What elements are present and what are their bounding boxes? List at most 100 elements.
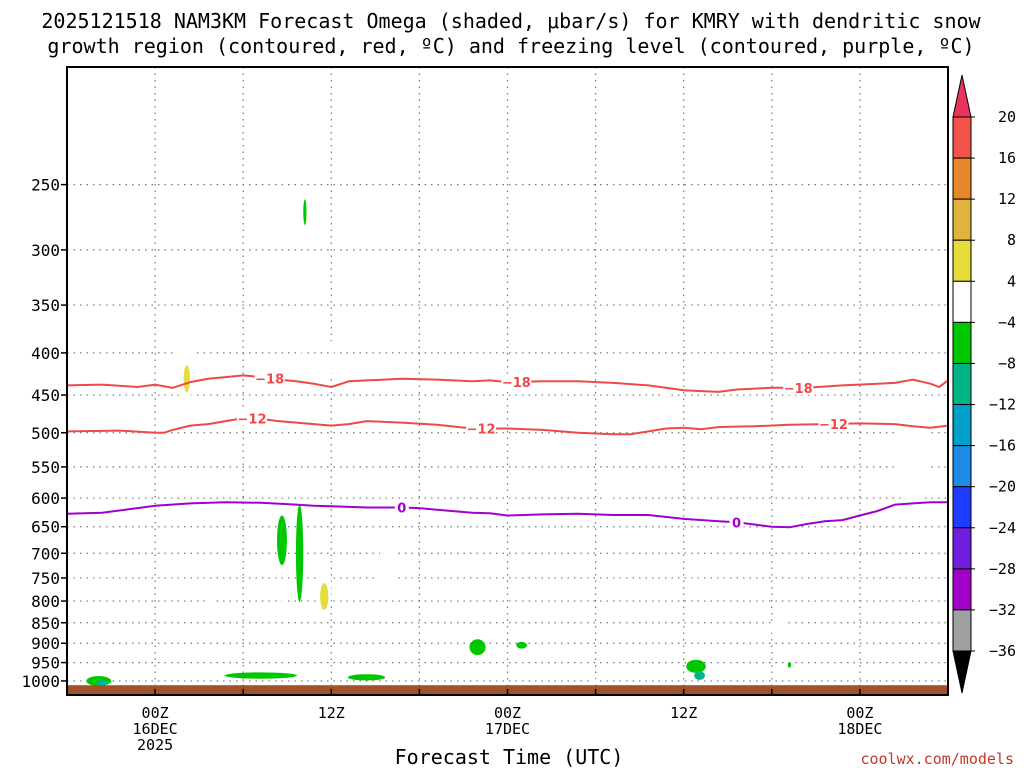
colorbar-segment [952, 609, 972, 652]
omega-cell [182, 227, 188, 249]
colorbar-segment [952, 116, 972, 159]
colorbar-segment [952, 445, 972, 488]
contour-label-bg [254, 370, 285, 386]
omega-cell [694, 671, 705, 680]
omega-cell [347, 674, 386, 681]
omega-cell [208, 596, 215, 615]
omega-cell [787, 661, 792, 668]
colorbar-label: 16 [998, 149, 1016, 167]
y-tick-label: 650 [31, 518, 60, 537]
omega-cell [686, 659, 706, 673]
omega-cell [295, 504, 304, 602]
y-tick-label: 500 [31, 424, 60, 443]
omega-cell [770, 615, 787, 639]
contour-label-bg [394, 499, 409, 515]
y-tick-label: 450 [31, 386, 60, 405]
chart-title-line1: 2025121518 NAM3KM Forecast Omega (shaded… [41, 9, 981, 33]
colorbar-label: −20 [989, 478, 1016, 496]
colorbar-label: −8 [998, 354, 1016, 372]
omega-cell [320, 583, 329, 611]
contour-label-0: 0 [397, 501, 406, 516]
y-tick-label: 800 [31, 592, 60, 611]
contour-label-bg [237, 410, 268, 426]
y-tick-label: 950 [31, 654, 60, 673]
y-tick-label: 250 [31, 176, 60, 195]
x-tick-label: 00Z [142, 704, 169, 722]
colorbar-segment [952, 321, 972, 364]
colorbar-segment [952, 157, 972, 200]
colorbar-segment [952, 280, 972, 323]
x-tick-label: 2025 [137, 736, 173, 754]
colorbar-label: −32 [989, 601, 1016, 619]
colorbar-label: −12 [989, 396, 1016, 414]
omega-shading [86, 199, 932, 686]
omega-cell [802, 432, 819, 488]
colorbar-label: −36 [989, 642, 1016, 660]
x-tick-label: 17DEC [485, 720, 530, 738]
contour-label-bg [501, 373, 532, 389]
colorbar-label: −28 [989, 560, 1016, 578]
colorbar-legend: 20 16 12 8 4 −4 −8 −12 −16 −20 −24 −28 −32 −36 [952, 74, 1016, 694]
y-tick-label: 1000 [21, 672, 60, 691]
colorbar-label: −16 [989, 437, 1016, 455]
x-tick-label: 16DEC [133, 720, 178, 738]
colorbar-label: −24 [989, 519, 1016, 537]
omega-cell [605, 491, 610, 511]
omega-cell [138, 663, 144, 669]
omega-cell [276, 515, 287, 566]
colorbar-top-arrow [952, 74, 972, 118]
y-tick-label: 400 [31, 344, 60, 363]
credit-text: coolwx.com/models [860, 750, 1014, 768]
x-tick-label: 00Z [494, 704, 521, 722]
colorbar-segment [952, 568, 972, 611]
contour-label--18: −18 [784, 382, 813, 397]
x-axis-label: Forecast Time (UTC) [395, 745, 624, 768]
colorbar-segment [952, 527, 972, 570]
colorbar-label: 8 [1007, 231, 1016, 249]
contour-line-0 [66, 501, 948, 529]
chart-title-line2: growth region (contoured, red, ºC) and f… [47, 34, 974, 58]
colorbar-bottom-arrow [952, 650, 972, 694]
grid [67, 67, 948, 695]
omega-cell [378, 542, 398, 594]
contour-label-0: 0 [732, 516, 741, 531]
temperature-contours: −18 −18 −18 −12 −12 −12 0 0 [66, 370, 949, 531]
y-tick-label: 550 [31, 458, 60, 477]
omega-cell [516, 641, 528, 649]
y-tick-label: 600 [31, 489, 60, 508]
contour-label-bg [466, 420, 497, 436]
contour-label--12: −12 [238, 413, 267, 428]
contour-label-bg [729, 514, 744, 530]
y-tick-label: 700 [31, 544, 60, 563]
colorbar-segment [952, 362, 972, 406]
omega-cell [469, 639, 486, 656]
omega-cell [96, 679, 108, 686]
omega-cell [328, 340, 335, 374]
y-tick-label: 300 [31, 241, 60, 260]
y-tick-label: 350 [31, 296, 60, 315]
contour-line--18 [66, 374, 949, 393]
colorbar-label: 12 [998, 190, 1016, 208]
contour-label--12: −12 [819, 418, 848, 433]
colorbar-label: −4 [998, 313, 1016, 331]
colorbar-segment [952, 486, 972, 529]
x-tick-label: 00Z [846, 704, 873, 722]
colorbar-segment [952, 404, 972, 447]
omega-cell [303, 199, 307, 226]
omega-cell [210, 648, 216, 658]
contour-label-bg [783, 379, 814, 395]
colorbar-segment [952, 198, 972, 241]
omega-cell [591, 678, 600, 684]
y-axis: 2503003504004505005506006507007508008509… [21, 176, 67, 691]
x-tick-label: 18DEC [837, 720, 882, 738]
y-tick-label: 850 [31, 614, 60, 633]
contour-label--18: −18 [255, 372, 284, 387]
omega-cell [224, 672, 298, 679]
omega-cell [183, 365, 191, 393]
contour-label--12: −12 [467, 422, 496, 437]
colorbar-segment [952, 239, 972, 282]
omega-cell [664, 378, 669, 412]
omega-cell [300, 321, 306, 357]
